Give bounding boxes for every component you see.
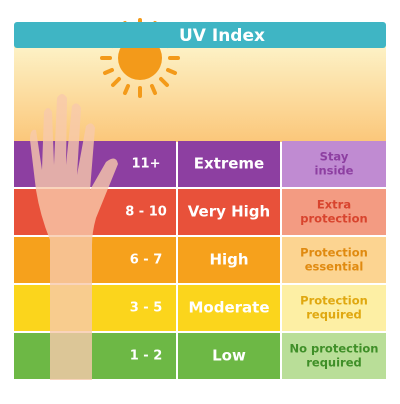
hand — [30, 94, 118, 380]
range: 1 - 2 — [130, 349, 163, 364]
range: 11+ — [132, 157, 161, 172]
advice: essential — [305, 260, 364, 274]
range: 3 - 5 — [130, 301, 163, 316]
advice: inside — [315, 164, 354, 178]
range: 6 - 7 — [130, 253, 163, 268]
level-cell — [178, 333, 280, 379]
advice-cell — [282, 237, 386, 283]
level: Very High — [188, 203, 270, 221]
advice: Protection — [300, 294, 368, 308]
range: 8 - 10 — [125, 205, 167, 220]
level-cell — [178, 189, 280, 235]
advice: required — [306, 308, 362, 322]
advice-cell — [282, 141, 386, 187]
level: Extreme — [194, 155, 264, 173]
range-cell — [14, 285, 176, 331]
advice-cell — [282, 333, 386, 379]
advice: Stay — [320, 150, 349, 164]
advice: protection — [300, 212, 367, 226]
advice: No protection — [290, 342, 379, 356]
range-cell — [14, 237, 176, 283]
sky-background — [14, 44, 386, 142]
level: Low — [212, 347, 246, 365]
level-cell — [178, 141, 280, 187]
advice-cell — [282, 285, 386, 331]
advice: Extra — [317, 198, 351, 212]
range-cell — [14, 333, 176, 379]
level-cell — [178, 285, 280, 331]
level: High — [209, 251, 248, 269]
advice: Protection — [300, 246, 368, 260]
advice-cell — [282, 189, 386, 235]
level: Moderate — [188, 299, 269, 317]
title: UV Index — [179, 26, 265, 46]
level-cell — [178, 237, 280, 283]
advice: required — [306, 356, 362, 370]
title-bar — [14, 22, 386, 48]
